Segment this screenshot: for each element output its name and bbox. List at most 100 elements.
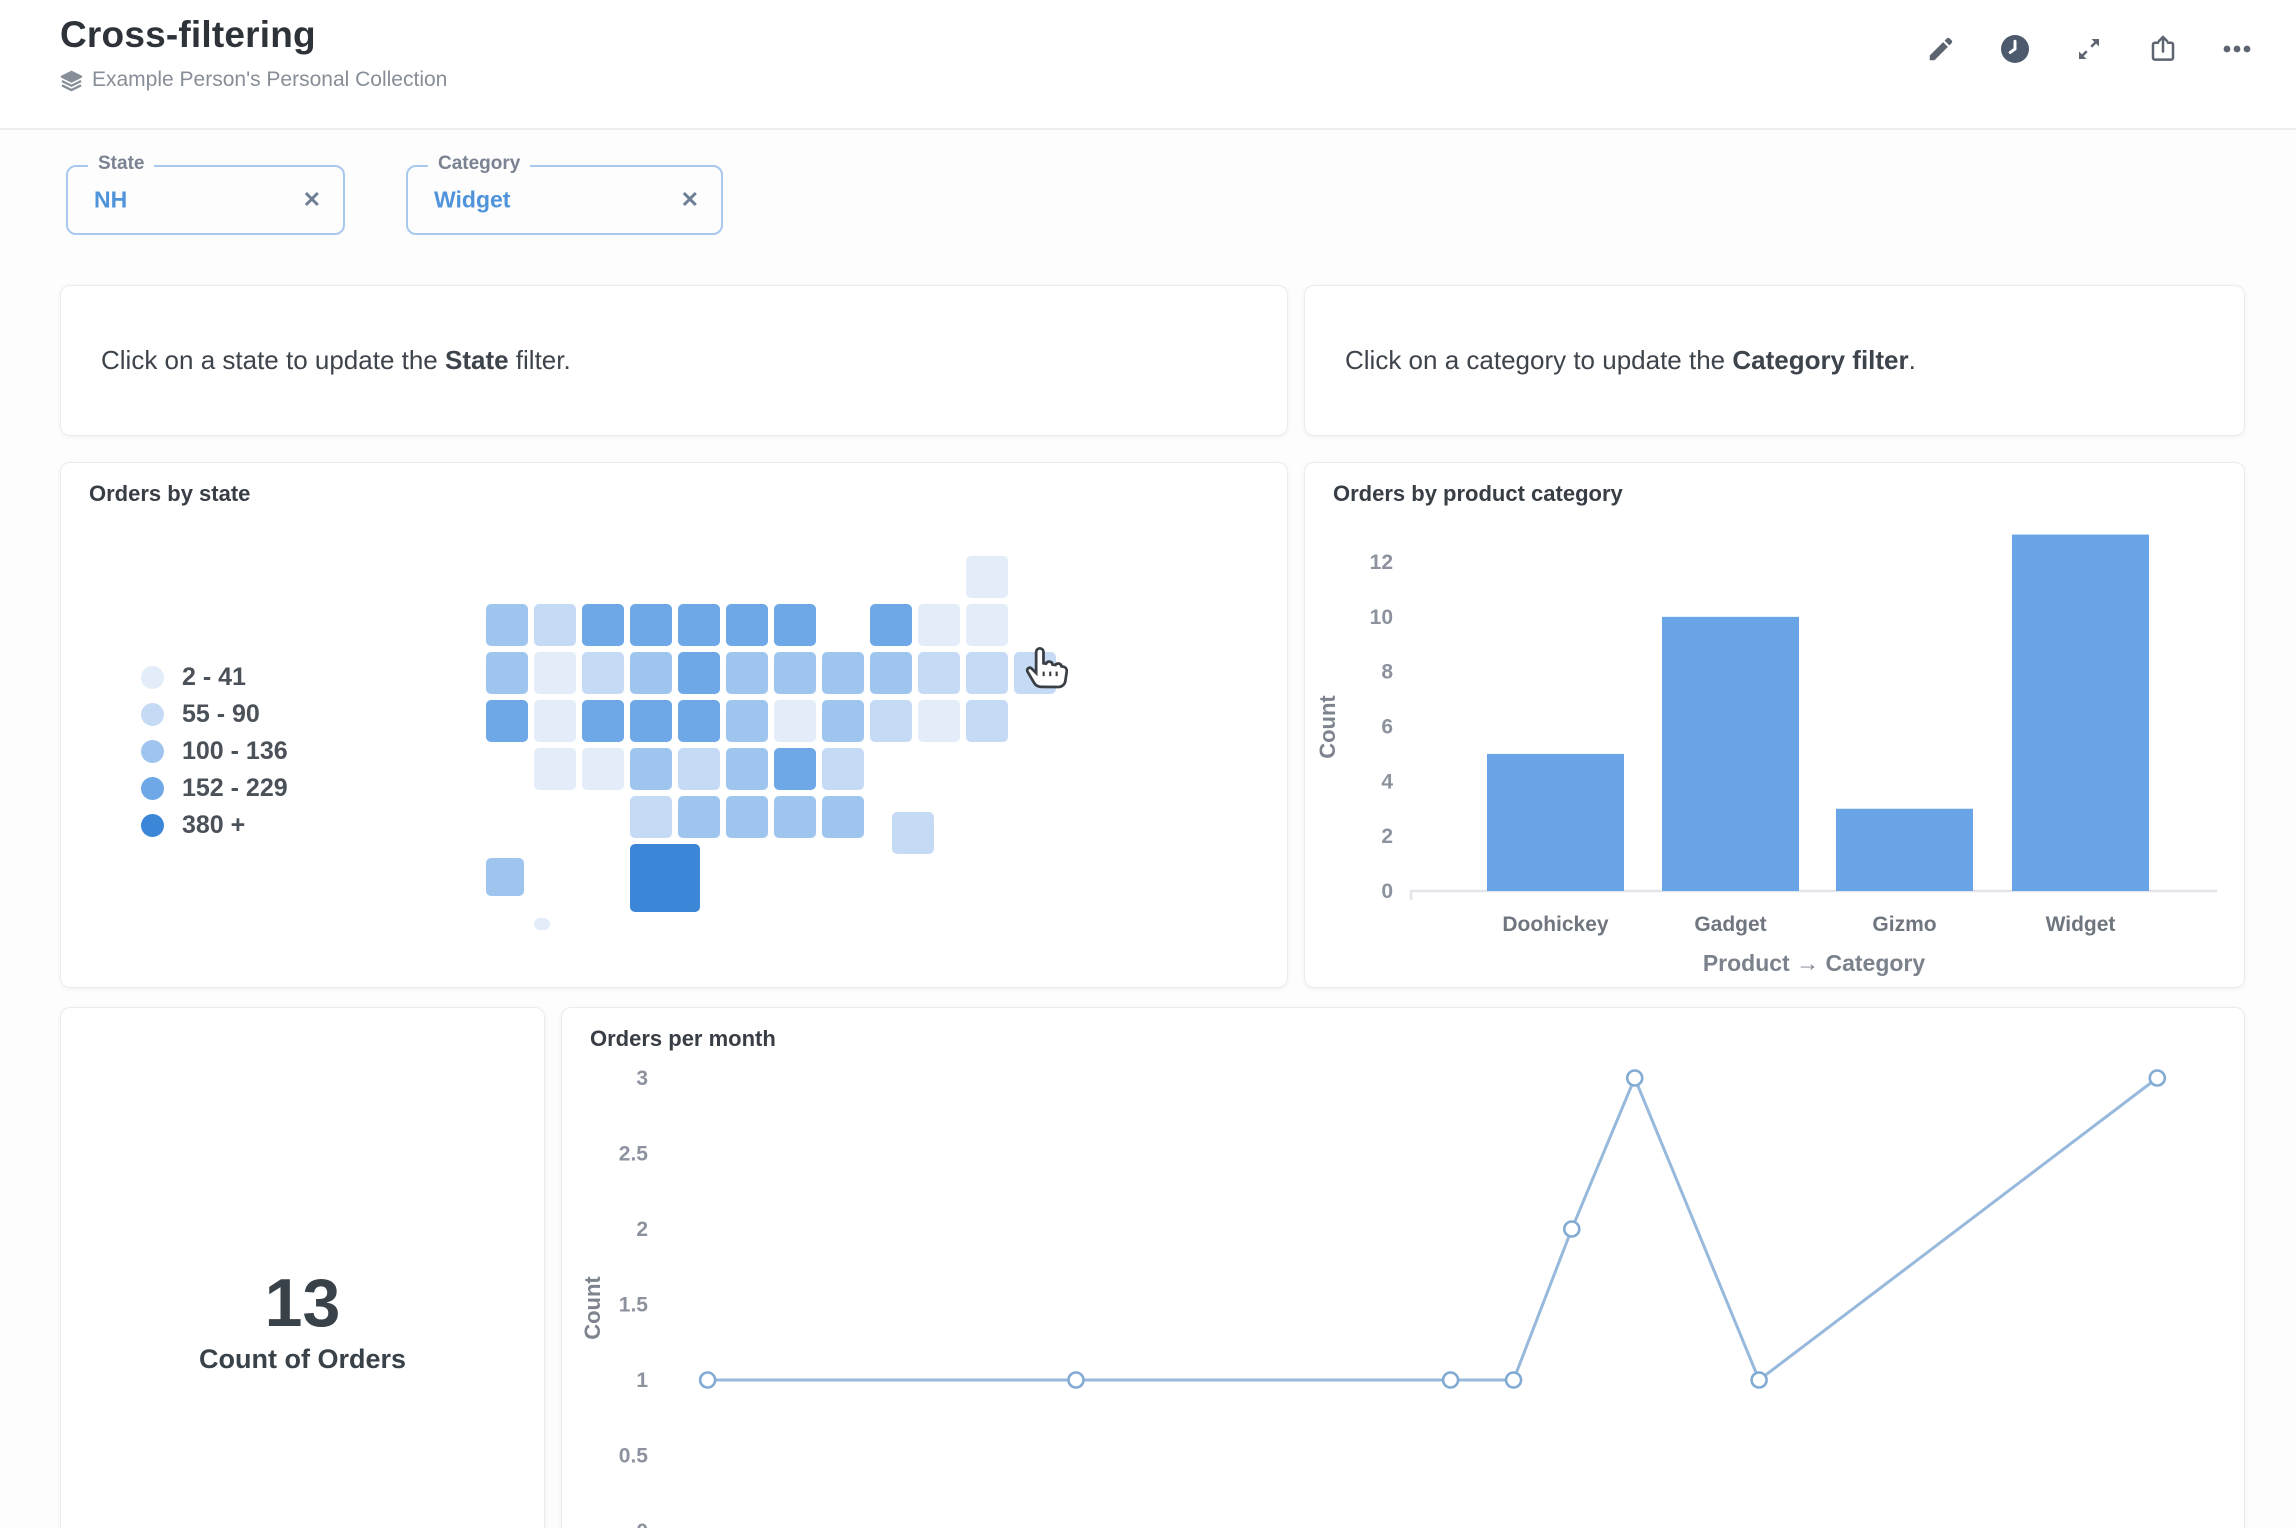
legend-item: 380 + bbox=[141, 807, 288, 844]
svg-text:2: 2 bbox=[1381, 825, 1393, 848]
state-region-ME[interactable] bbox=[964, 554, 1010, 600]
state-region-IA[interactable] bbox=[676, 650, 722, 696]
state-region-NE[interactable] bbox=[628, 698, 674, 744]
state-region-HI[interactable] bbox=[532, 916, 552, 932]
bar-gizmo[interactable] bbox=[1836, 808, 1973, 891]
state-region-SC[interactable] bbox=[820, 746, 866, 792]
state-region-ND[interactable] bbox=[628, 602, 674, 648]
state-region-MA[interactable] bbox=[964, 650, 1010, 696]
line-point-4[interactable] bbox=[1562, 1220, 1581, 1238]
state-region-SD[interactable] bbox=[628, 650, 674, 696]
bar-category-label: Widget bbox=[2046, 913, 2116, 936]
state-region-NV[interactable] bbox=[532, 650, 578, 696]
svg-text:8: 8 bbox=[1381, 661, 1393, 684]
state-region-IL[interactable] bbox=[724, 650, 770, 696]
state-region-MI[interactable] bbox=[772, 602, 818, 648]
collection-breadcrumb[interactable]: Example Person's Personal Collection bbox=[60, 68, 447, 92]
line-point-3[interactable] bbox=[1504, 1371, 1523, 1389]
state-region-TN[interactable] bbox=[724, 746, 770, 792]
edit-pencil-icon[interactable] bbox=[1924, 32, 1958, 66]
state-region-UT[interactable] bbox=[532, 698, 578, 744]
state-region-MN[interactable] bbox=[676, 602, 722, 648]
state-filter-clear-icon[interactable]: ✕ bbox=[302, 187, 321, 212]
state-region-WI[interactable] bbox=[724, 602, 770, 648]
state-region-MD[interactable] bbox=[868, 698, 914, 744]
state-filter-value[interactable]: NH bbox=[94, 186, 128, 213]
state-region-VA[interactable] bbox=[820, 698, 866, 744]
header-actions bbox=[1924, 32, 2254, 66]
category-filter-chip[interactable]: Category Widget ✕ bbox=[406, 153, 723, 235]
fullscreen-icon[interactable] bbox=[2072, 32, 2106, 66]
svg-text:6: 6 bbox=[1381, 716, 1393, 739]
state-region-CO[interactable] bbox=[580, 698, 626, 744]
map-card-title: Orders by state bbox=[89, 481, 251, 506]
state-region-WV[interactable] bbox=[772, 698, 818, 744]
orders-by-state-card: Orders by state 2 - 41 55 - 90 100 - 136 15… bbox=[60, 462, 1288, 988]
state-region-VT[interactable] bbox=[916, 602, 962, 648]
svg-text:0: 0 bbox=[636, 1520, 648, 1528]
state-region-NC[interactable] bbox=[772, 746, 818, 792]
line-point-0[interactable] bbox=[698, 1371, 717, 1389]
legend-item: 55 - 90 bbox=[141, 696, 288, 733]
bar-chart: 0 2 4 6 8 10 12 Count Doohickey Gadget Gizmo Widget… bbox=[1315, 534, 2217, 976]
category-filter-value[interactable]: Widget bbox=[434, 186, 511, 213]
share-icon[interactable] bbox=[2146, 32, 2180, 66]
state-region-AZ[interactable] bbox=[532, 746, 578, 792]
state-region-AL[interactable] bbox=[772, 794, 818, 840]
state-filter-chip[interactable]: State NH ✕ bbox=[66, 153, 345, 235]
collection-icon bbox=[60, 69, 83, 92]
state-region-MO[interactable] bbox=[676, 698, 722, 744]
bar-widget[interactable] bbox=[2012, 534, 2149, 891]
bar-category-label: Doohickey bbox=[1502, 913, 1609, 936]
state-region-IN[interactable] bbox=[772, 650, 818, 696]
state-region-CT[interactable] bbox=[964, 698, 1010, 744]
state-region-NJ[interactable] bbox=[916, 650, 962, 696]
state-region-ID[interactable] bbox=[532, 602, 578, 648]
map-legend: 2 - 41 55 - 90 100 - 136 152 - 229 380 + bbox=[141, 659, 288, 844]
legend-label: 2 - 41 bbox=[182, 663, 246, 691]
state-region-AR[interactable] bbox=[676, 746, 722, 792]
page-title: Cross-filtering bbox=[60, 14, 316, 55]
state-region-KY[interactable] bbox=[724, 698, 770, 744]
mouse-pointer-cursor bbox=[1025, 646, 1069, 689]
line-point-2[interactable] bbox=[1441, 1371, 1460, 1389]
more-ellipsis-icon[interactable] bbox=[2220, 32, 2254, 66]
state-region-DE[interactable] bbox=[916, 698, 962, 744]
legend-item: 2 - 41 bbox=[141, 659, 288, 696]
line-point-5[interactable] bbox=[1625, 1069, 1644, 1087]
line-point-1[interactable] bbox=[1067, 1371, 1085, 1389]
legend-color-dot bbox=[141, 740, 164, 763]
state-region-WA[interactable] bbox=[484, 602, 530, 648]
category-filter-clear-icon[interactable]: ✕ bbox=[680, 187, 699, 212]
line-point-6[interactable] bbox=[1750, 1371, 1768, 1389]
state-region-AK[interactable] bbox=[484, 856, 526, 898]
state-region-GA[interactable] bbox=[820, 794, 866, 840]
scalar-value: 13 bbox=[264, 1265, 341, 1341]
state-region-CA[interactable] bbox=[484, 698, 530, 744]
state-region-NY[interactable] bbox=[868, 602, 914, 648]
state-region-TX[interactable] bbox=[628, 842, 702, 914]
bar-doohickey[interactable] bbox=[1487, 753, 1624, 891]
us-choropleth-map[interactable] bbox=[461, 547, 1101, 957]
state-region-FL[interactable] bbox=[890, 810, 936, 856]
state-region-PA[interactable] bbox=[868, 650, 914, 696]
history-clock-icon[interactable] bbox=[1998, 32, 2032, 66]
state-region-KS[interactable] bbox=[628, 746, 674, 792]
legend-color-dot bbox=[141, 814, 164, 837]
state-region-MT[interactable] bbox=[580, 602, 626, 648]
legend-item: 100 - 136 bbox=[141, 733, 288, 770]
bar-gadget[interactable] bbox=[1662, 616, 1799, 891]
bar-category-label: Gadget bbox=[1694, 913, 1766, 936]
state-region-OK[interactable] bbox=[628, 794, 674, 840]
svg-text:Count: Count bbox=[580, 1276, 605, 1340]
state-region-MS[interactable] bbox=[724, 794, 770, 840]
state-region-LA[interactable] bbox=[676, 794, 722, 840]
line-point-7[interactable] bbox=[2148, 1069, 2167, 1087]
state-region-NH[interactable] bbox=[964, 602, 1010, 648]
svg-text:3: 3 bbox=[636, 1067, 648, 1090]
state-region-WY[interactable] bbox=[580, 650, 626, 696]
state-region-NM[interactable] bbox=[580, 746, 626, 792]
state-region-OR[interactable] bbox=[484, 650, 530, 696]
state-region-OH[interactable] bbox=[820, 650, 866, 696]
